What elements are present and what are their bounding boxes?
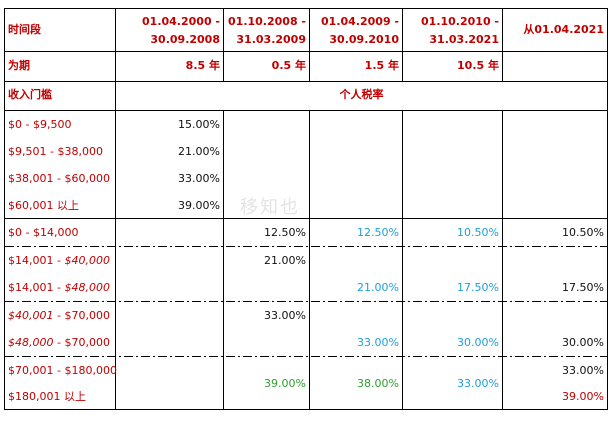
col-divider-3 <box>309 110 310 410</box>
col-divider-4-top <box>402 8 403 82</box>
period-2-line1: 01.04.2009 - <box>321 15 399 28</box>
col-divider-2-top <box>223 8 224 82</box>
bracket-label: $9,501 - $38,000 <box>8 145 103 158</box>
watermark: 移知也 <box>240 197 300 218</box>
row-separator-dashed <box>5 356 607 357</box>
bracket-label: $70,001 - $180,000 <box>8 364 117 377</box>
bracket-label: $60,001 以上 <box>8 199 79 212</box>
bracket-label: $14,001 - $48,000 <box>8 281 110 294</box>
rate-value: 33.00% <box>178 172 220 185</box>
rate-value: 21.00% <box>264 254 306 267</box>
bracket-label: $0 - $9,500 <box>8 118 72 131</box>
table-border-left <box>4 8 5 410</box>
rate-value: 17.50% <box>562 281 604 294</box>
row-separator-dashed <box>5 246 607 247</box>
col-divider-3-top <box>309 8 310 82</box>
rate-label: 个人税率 <box>339 88 384 101</box>
rate-value: 33.00% <box>264 309 306 322</box>
rate-value: 39.00% <box>562 390 604 403</box>
period-2-line2: 30.09.2010 <box>329 33 399 46</box>
rate-value: 30.00% <box>457 336 499 349</box>
table-border-right <box>607 8 608 410</box>
rate-value: 21.00% <box>357 281 399 294</box>
period-0-line1: 01.04.2000 - <box>142 15 220 28</box>
period-3-line2: 31.03.2021 <box>429 33 499 46</box>
header-divider-1 <box>4 51 608 52</box>
period-1-line1: 01.10.2008 - <box>228 15 306 28</box>
table-border-bottom <box>4 409 608 410</box>
rate-value: 10.50% <box>457 226 499 239</box>
period-4-line1: 从01.04.2021 <box>523 23 604 36</box>
rate-value: 12.50% <box>264 226 306 239</box>
rate-value: 33.00% <box>357 336 399 349</box>
header-divider-2 <box>4 81 608 82</box>
col-divider-2 <box>223 110 224 410</box>
rate-value: 39.00% <box>178 199 220 212</box>
period-3-line1: 01.10.2010 - <box>421 15 499 28</box>
bracket-label: $40,001 - $70,000 <box>8 309 110 322</box>
row-separator-dashed <box>5 301 607 302</box>
col-divider-4 <box>402 110 403 410</box>
rate-value: 30.00% <box>562 336 604 349</box>
col-divider-5-top <box>502 8 503 82</box>
rate-value: 10.50% <box>562 226 604 239</box>
table-border-top <box>4 8 608 9</box>
period-0-line2: 30.09.2008 <box>150 33 220 46</box>
period-label: 时间段 <box>8 23 41 36</box>
duration-1: 0.5 年 <box>271 59 306 72</box>
bracket-label: $180,001 以上 <box>8 390 86 403</box>
duration-label: 为期 <box>8 59 30 72</box>
bracket-label: $38,001 - $60,000 <box>8 172 110 185</box>
rate-value: 38.00% <box>357 377 399 390</box>
col-divider-1 <box>115 8 116 410</box>
rate-value: 12.50% <box>357 226 399 239</box>
income-label: 收入门槛 <box>8 88 52 101</box>
rate-value: 21.00% <box>178 145 220 158</box>
rate-value: 33.00% <box>457 377 499 390</box>
duration-3: 10.5 年 <box>457 59 499 72</box>
rate-value: 33.00% <box>562 364 604 377</box>
rate-value: 15.00% <box>178 118 220 131</box>
bracket-label: $48,000 - $70,000 <box>8 336 110 349</box>
rate-value: 17.50% <box>457 281 499 294</box>
duration-0: 8.5 年 <box>185 59 220 72</box>
period-1-line2: 31.03.2009 <box>236 33 306 46</box>
bracket-label: $0 - $14,000 <box>8 226 79 239</box>
rate-value: 39.00% <box>264 377 306 390</box>
col-divider-5 <box>502 110 503 410</box>
header-divider-3 <box>4 110 608 111</box>
duration-2: 1.5 年 <box>364 59 399 72</box>
section-divider <box>4 218 608 219</box>
bracket-label: $14,001 - $40,000 <box>8 254 110 267</box>
